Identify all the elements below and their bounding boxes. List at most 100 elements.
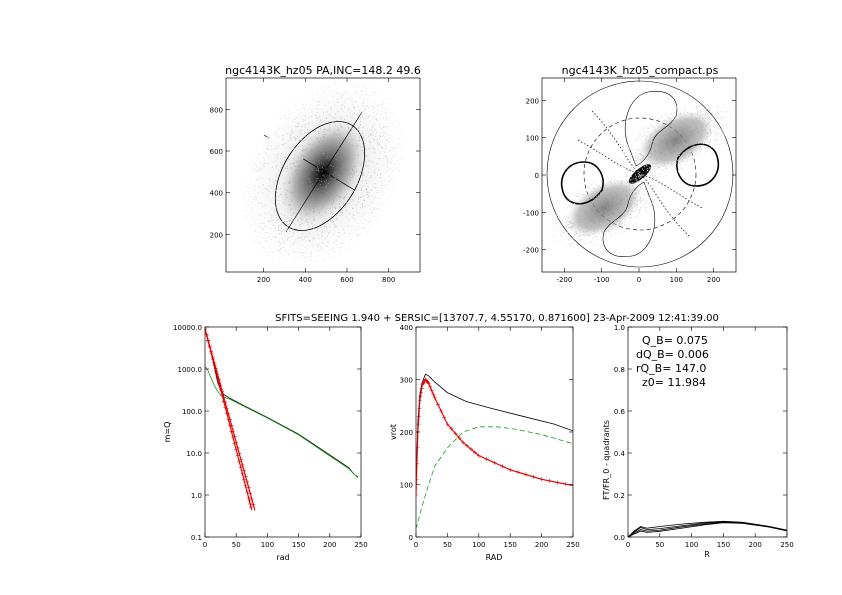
- noise-pixel: [620, 226, 622, 228]
- noise-pixel: [321, 247, 323, 249]
- noise-pixel: [705, 101, 707, 102]
- data-point-marker: [231, 435, 236, 440]
- noise-pixel: [322, 186, 324, 188]
- noise-pixel: [357, 213, 359, 215]
- noise-pixel: [349, 245, 351, 247]
- noise-pixel: [377, 92, 379, 94]
- noise-pixel: [283, 202, 284, 204]
- noise-pixel: [386, 170, 388, 172]
- noise-pixel: [629, 155, 631, 157]
- noise-pixel: [605, 184, 607, 186]
- noise-pixel: [310, 104, 312, 106]
- noise-pixel: [362, 102, 364, 104]
- noise-pixel: [699, 155, 701, 157]
- noise-pixel: [312, 157, 314, 158]
- noise-pixel: [650, 172, 651, 173]
- noise-pixel: [277, 241, 279, 243]
- noise-pixel: [679, 168, 681, 170]
- noise-pixel: [362, 196, 364, 197]
- noise-pixel: [296, 174, 298, 176]
- noise-pixel: [322, 174, 324, 176]
- noise-pixel: [601, 195, 603, 197]
- noise-pixel: [374, 171, 375, 172]
- noise-pixel: [601, 228, 603, 229]
- noise-pixel: [381, 181, 382, 183]
- noise-pixel: [293, 262, 295, 263]
- noise-pixel: [671, 112, 673, 114]
- noise-pixel: [337, 98, 338, 100]
- noise-pixel: [718, 127, 719, 129]
- noise-pixel: [630, 145, 632, 146]
- noise-pixel: [350, 99, 352, 101]
- noise-pixel: [391, 158, 393, 160]
- noise-pixel: [647, 179, 649, 181]
- y-tick-label: 1.0: [614, 324, 625, 332]
- noise-pixel: [258, 232, 260, 234]
- noise-pixel: [626, 172, 628, 174]
- noise-pixel: [307, 186, 308, 188]
- noise-pixel: [284, 256, 285, 258]
- data-point-marker: [242, 468, 246, 473]
- noise-pixel: [289, 245, 291, 247]
- noise-pixel: [332, 233, 334, 235]
- noise-pixel: [383, 126, 384, 127]
- noise-pixel: [684, 164, 686, 166]
- noise-pixel: [304, 127, 306, 129]
- noise-pixel: [358, 131, 360, 133]
- noise-pixel: [677, 107, 678, 109]
- noise-pixel: [287, 126, 289, 128]
- noise-pixel: [693, 123, 695, 124]
- data-point-marker: [523, 472, 528, 477]
- noise-pixel: [674, 144, 676, 146]
- noise-pixel: [644, 135, 645, 137]
- noise-pixel: [262, 229, 263, 231]
- noise-pixel: [711, 113, 713, 115]
- noise-pixel: [292, 177, 294, 179]
- noise-pixel: [379, 207, 381, 209]
- noise-pixel: [618, 223, 620, 224]
- noise-pixel: [565, 228, 567, 230]
- noise-pixel: [323, 92, 324, 93]
- noise-pixel: [688, 126, 690, 128]
- noise-pixel: [301, 186, 302, 188]
- noise-pixel: [722, 130, 724, 132]
- noise-pixel: [569, 202, 571, 204]
- noise-pixel: [323, 258, 324, 260]
- data-point-marker: [246, 495, 251, 500]
- noise-pixel: [709, 141, 710, 143]
- vrot-frame: [415, 326, 574, 538]
- noise-pixel: [657, 137, 659, 139]
- noise-pixel: [325, 168, 327, 170]
- noise-pixel: [291, 264, 293, 266]
- noise-pixel: [328, 114, 330, 116]
- noise-pixel: [638, 133, 640, 135]
- noise-pixel: [262, 184, 264, 186]
- noise-pixel: [297, 192, 298, 194]
- noise-pixel: [655, 131, 657, 132]
- image-frame: [225, 77, 421, 273]
- noise-pixel: [343, 185, 345, 187]
- noise-pixel: [311, 92, 313, 93]
- noise-pixel: [324, 150, 326, 151]
- y-tick-label: 100.0: [182, 408, 202, 416]
- noise-pixel: [343, 197, 345, 199]
- noise-pixel: [610, 181, 611, 183]
- noise-pixel: [384, 132, 386, 134]
- noise-pixel: [349, 143, 351, 145]
- noise-pixel: [371, 211, 372, 212]
- noise-pixel: [659, 125, 661, 127]
- noise-pixel: [376, 141, 378, 143]
- noise-pixel: [286, 230, 288, 232]
- noise-pixel: [328, 101, 330, 103]
- noise-pixel: [288, 182, 290, 184]
- noise-pixel: [388, 103, 390, 105]
- noise-pixel: [344, 197, 346, 198]
- noise-pixel: [597, 229, 598, 231]
- noise-pixel: [386, 183, 388, 185]
- noise-pixel: [592, 238, 594, 240]
- noise-pixel: [322, 140, 323, 142]
- noise-pixel: [384, 203, 386, 205]
- noise-pixel: [632, 182, 634, 183]
- noise-pixel: [677, 162, 679, 163]
- noise-pixel: [256, 166, 258, 168]
